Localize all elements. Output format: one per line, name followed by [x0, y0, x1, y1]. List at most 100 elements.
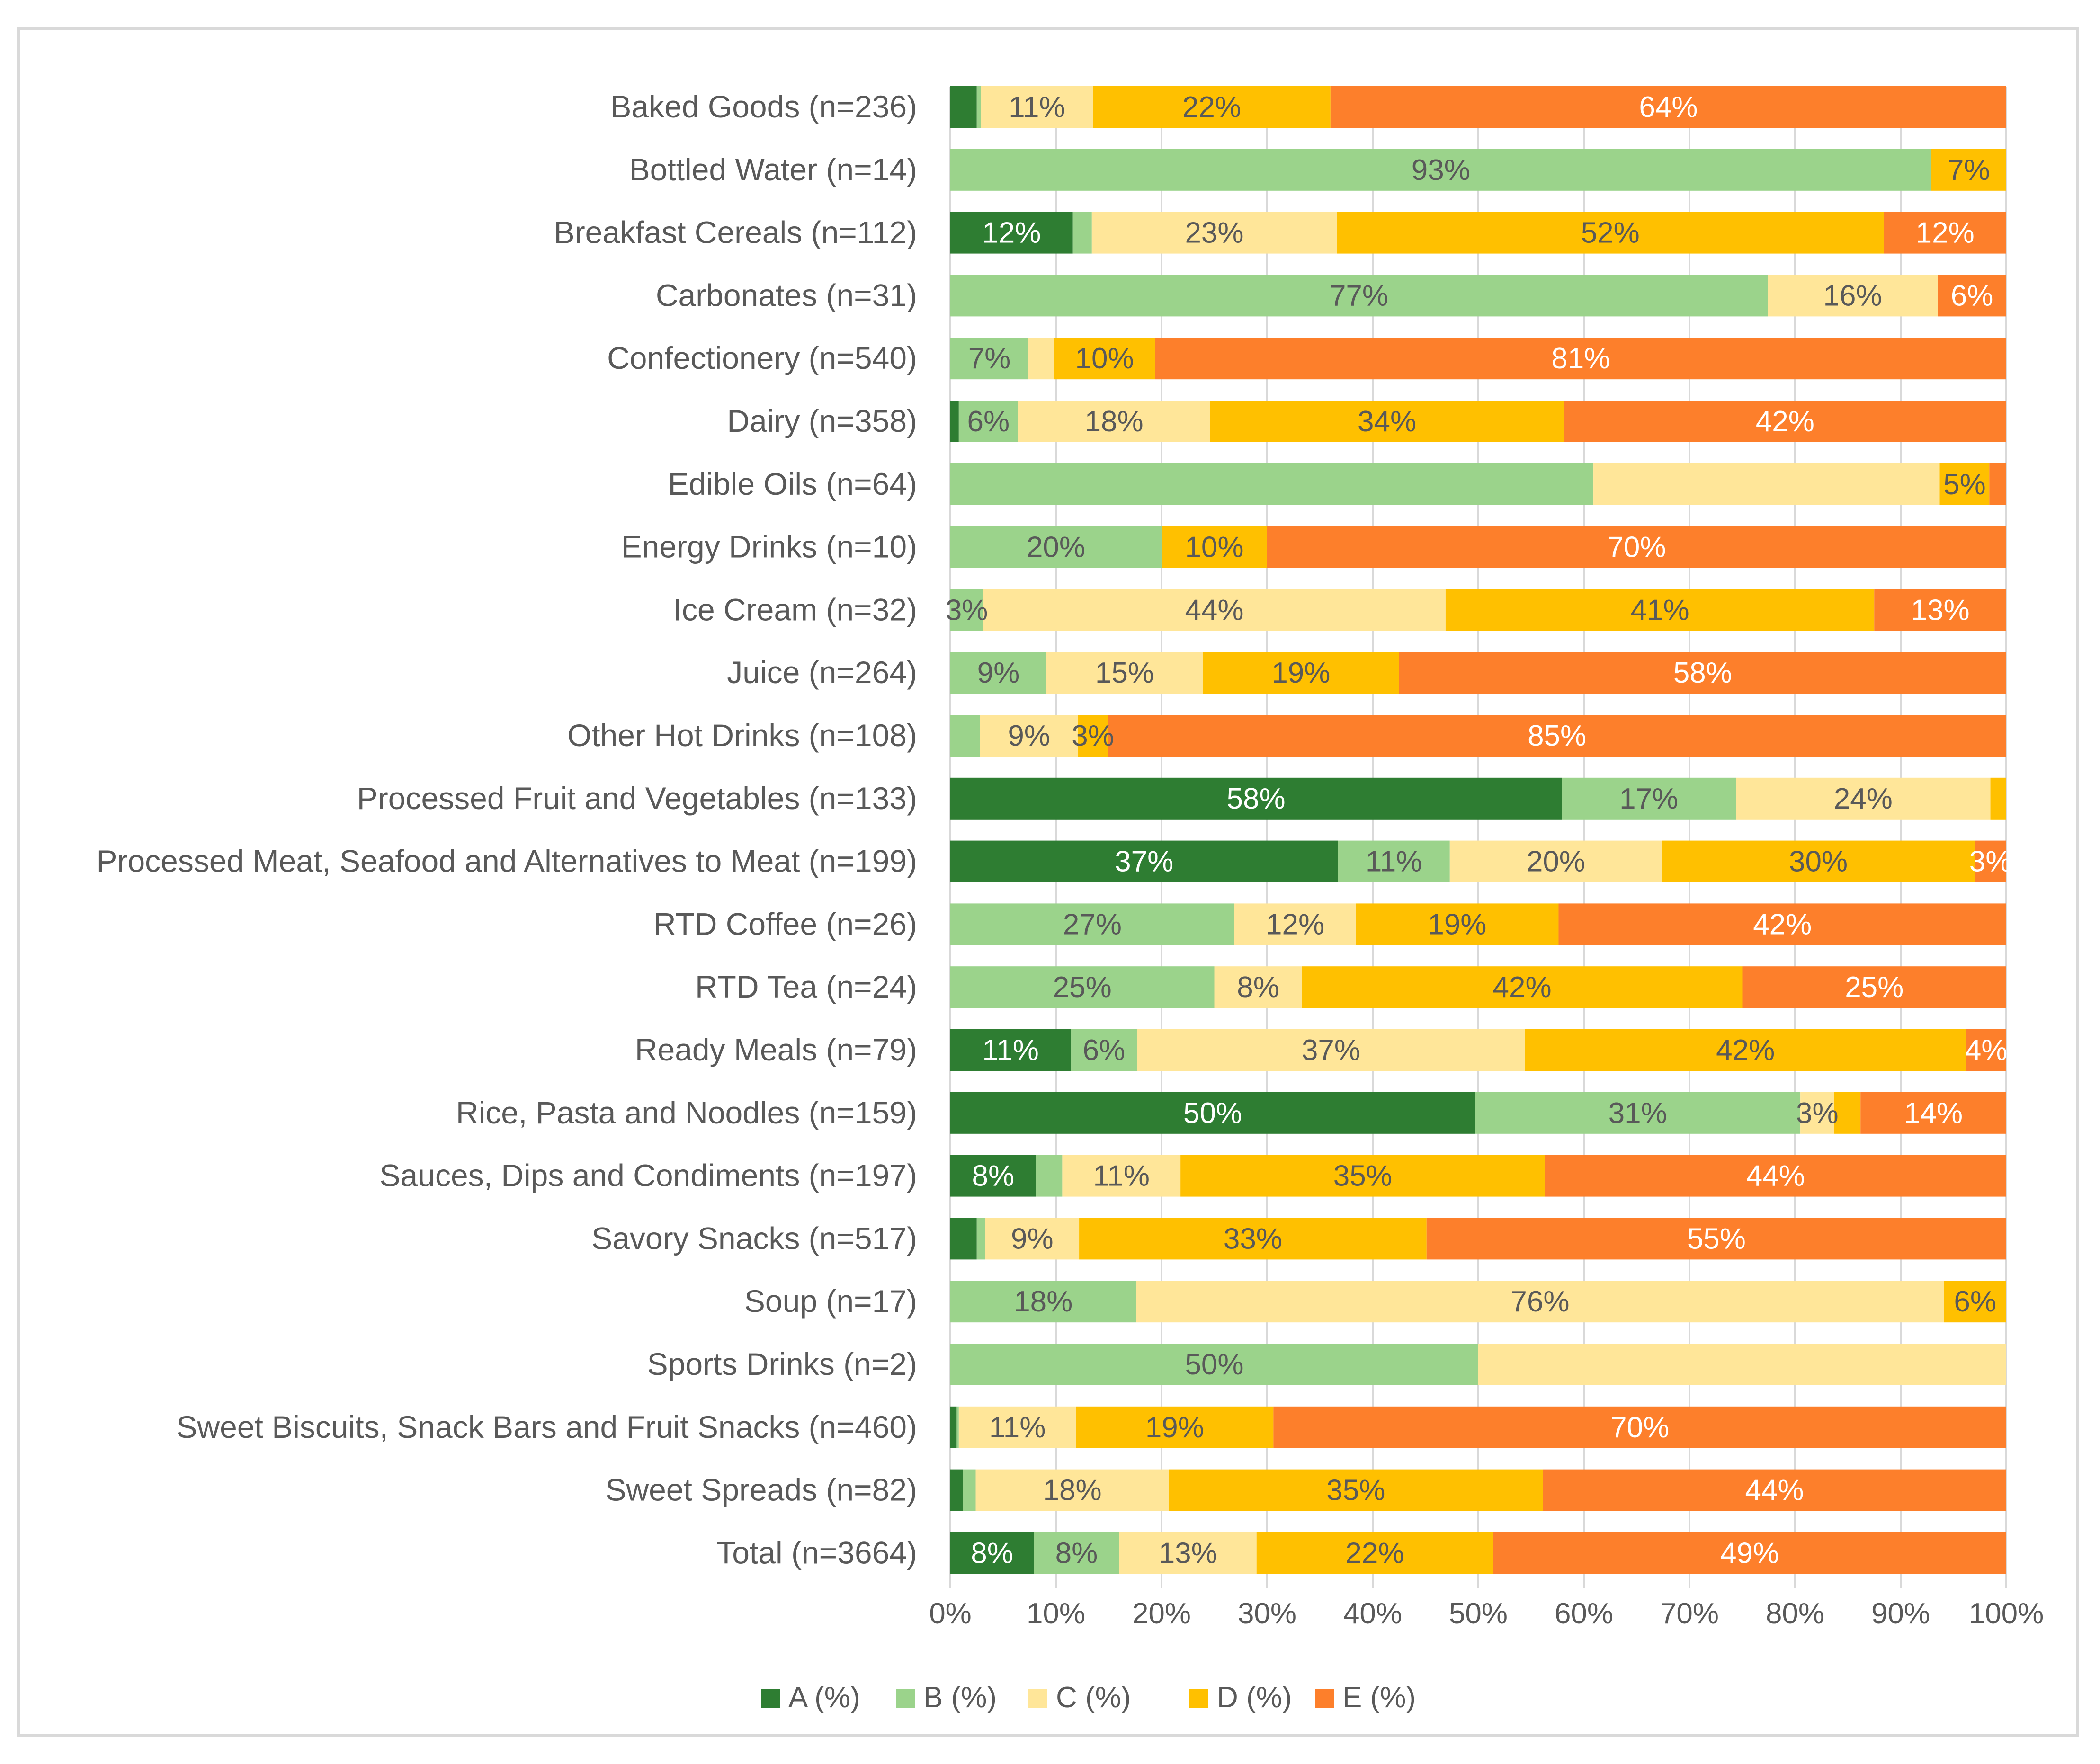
- category-label: Savory Snacks (n=517): [591, 1221, 917, 1256]
- data-label: 44%: [1746, 1160, 1805, 1193]
- bar-segment: [950, 463, 1594, 505]
- x-tick-label: 100%: [1969, 1597, 2044, 1630]
- legend-swatch: [1315, 1689, 1334, 1708]
- category-label: Other Hot Drinks (n=108): [567, 718, 917, 753]
- category-label: Bottled Water (n=14): [629, 152, 917, 187]
- data-label: 3%: [946, 594, 988, 626]
- bar-segment: [1093, 86, 1331, 128]
- bar-segment: [1525, 1029, 1966, 1071]
- bar-segment: [976, 1218, 985, 1260]
- legend-label: E (%): [1342, 1681, 1416, 1714]
- category-label: Breakfast Cereals (n=112): [554, 215, 917, 250]
- category-label: Energy Drinks (n=10): [621, 529, 917, 564]
- data-label: 93%: [1412, 154, 1470, 187]
- legend-label: A (%): [788, 1681, 860, 1714]
- bar-segment: [1337, 212, 1884, 254]
- bar-segment: [1938, 275, 2006, 317]
- bar-segment: [976, 86, 981, 128]
- bar-segment: [950, 777, 1562, 820]
- data-label: 5%: [1943, 468, 1986, 501]
- bar-segment: [1593, 463, 1940, 505]
- bar-segment: [1062, 1155, 1181, 1197]
- category-label: Juice (n=264): [727, 655, 917, 690]
- bar-segment: [1338, 840, 1450, 882]
- bar-segment: [950, 1218, 977, 1260]
- data-label: 12%: [1266, 908, 1324, 941]
- category-label: Dairy (n=358): [727, 403, 917, 438]
- bar-segment: [1210, 401, 1564, 442]
- data-label: 9%: [1011, 1222, 1054, 1255]
- bar-segment: [950, 652, 1046, 694]
- data-label: 23%: [1185, 217, 1243, 249]
- bar-segment: [950, 338, 1029, 380]
- x-tick-label: 10%: [1027, 1597, 1085, 1630]
- legend-swatch: [1189, 1689, 1208, 1708]
- x-tick-label: 50%: [1449, 1597, 1508, 1630]
- bar-segment: [950, 86, 977, 128]
- category-label: Processed Meat, Seafood and Alternatives…: [96, 844, 917, 879]
- bar-segment: [1162, 526, 1267, 568]
- legend: A (%) B (%) C (%) D (%) E (%): [761, 1681, 1416, 1714]
- data-label: 18%: [1014, 1285, 1072, 1318]
- bar-segment: [950, 1155, 1036, 1197]
- category-label: Rice, Pasta and Noodles (n=159): [456, 1095, 917, 1130]
- x-tick-label: 0%: [929, 1597, 972, 1630]
- bar-segment: [1884, 212, 2006, 254]
- bar-segment: [1267, 526, 2006, 568]
- bar-segment: [950, 715, 980, 757]
- gridlines: [949, 87, 2007, 1588]
- category-label: Soup (n=17): [744, 1283, 917, 1319]
- bar-segment: [950, 1092, 1475, 1134]
- data-label: 42%: [1756, 405, 1814, 438]
- data-label: 6%: [1083, 1034, 1126, 1067]
- value-axis: 0% 10% 20% 30% 40% 50% 60% 70% 80% 90% 100%: [929, 1597, 2044, 1630]
- data-label: 55%: [1687, 1222, 1746, 1255]
- x-tick-label: 70%: [1660, 1597, 1719, 1630]
- bar-segment: [1562, 777, 1736, 820]
- bar-segment: [950, 1406, 957, 1448]
- data-label: 18%: [1085, 405, 1144, 438]
- legend-label: C (%): [1056, 1681, 1131, 1714]
- data-label: 85%: [1528, 720, 1586, 752]
- bar-segment: [1078, 715, 1108, 757]
- bar-segment: [1180, 1155, 1545, 1197]
- data-label: 41%: [1631, 594, 1689, 626]
- data-label: 3%: [1969, 846, 2012, 878]
- data-label: 27%: [1063, 908, 1122, 941]
- category-label: Sports Drinks (n=2): [647, 1346, 917, 1381]
- data-label: 49%: [1720, 1537, 1779, 1569]
- data-label: 6%: [1951, 279, 1993, 312]
- data-label: 70%: [1610, 1411, 1669, 1444]
- data-label: 77%: [1330, 279, 1388, 312]
- legend-label: B (%): [923, 1681, 997, 1714]
- bar-segment: [950, 589, 983, 631]
- data-label: 9%: [977, 657, 1020, 689]
- bar-segment: [985, 1218, 1080, 1260]
- bar-segment: [1155, 338, 2006, 380]
- data-label: 17%: [1619, 783, 1678, 815]
- bar-segment: [1543, 1469, 2006, 1511]
- category-label: Processed Fruit and Vegetables (n=133): [357, 781, 917, 816]
- bars: [950, 86, 2006, 1574]
- bar-segment: [1475, 1092, 1801, 1134]
- bar-segment: [1302, 966, 1743, 1008]
- data-label: 11%: [1009, 91, 1065, 124]
- bar-segment: [1028, 338, 1054, 380]
- data-label: 31%: [1609, 1097, 1667, 1130]
- bar-segment: [1944, 1281, 2006, 1323]
- bar-segment: [1834, 1092, 1861, 1134]
- data-label: 11%: [982, 1034, 1039, 1067]
- bar-segment: [950, 1281, 1136, 1323]
- data-label: 37%: [1302, 1034, 1360, 1067]
- category-label: Ice Cream (n=32): [673, 592, 917, 627]
- category-label: Carbonates (n=31): [656, 277, 917, 312]
- data-label: 6%: [967, 405, 1010, 438]
- category-label: RTD Tea (n=24): [695, 969, 917, 1004]
- category-label: Confectionery (n=540): [607, 340, 917, 375]
- data-label: 42%: [1492, 971, 1551, 1004]
- data-label: 22%: [1345, 1537, 1404, 1569]
- bar-segment: [1990, 777, 2006, 820]
- bar-segment: [1356, 903, 1559, 945]
- data-label: 42%: [1716, 1034, 1775, 1067]
- bar-segment: [1054, 338, 1155, 380]
